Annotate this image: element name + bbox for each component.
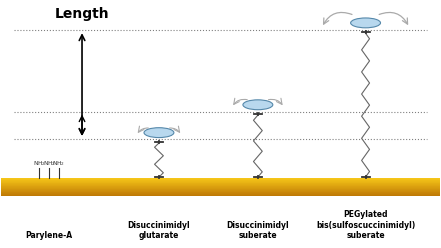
Text: NH$_2$: NH$_2$ — [43, 159, 56, 168]
Text: Parylene-A: Parylene-A — [26, 231, 73, 240]
Text: NH$_2$: NH$_2$ — [52, 159, 65, 168]
Bar — [1, 181, 440, 182]
Bar — [1, 190, 440, 191]
Bar — [1, 178, 440, 179]
Bar — [1, 182, 440, 183]
Text: Disuccinimidyl
suberate: Disuccinimidyl suberate — [227, 220, 289, 240]
Ellipse shape — [351, 18, 381, 28]
Bar — [1, 192, 440, 193]
Ellipse shape — [144, 128, 174, 138]
Bar — [1, 191, 440, 192]
Ellipse shape — [243, 100, 273, 110]
Bar — [1, 186, 440, 187]
Bar — [1, 179, 440, 180]
Bar — [1, 187, 440, 188]
Bar — [1, 185, 440, 186]
Bar — [1, 189, 440, 190]
Bar — [1, 184, 440, 185]
Bar — [1, 183, 440, 184]
Text: Disuccinimidyl
glutarate: Disuccinimidyl glutarate — [127, 220, 190, 240]
Text: PEGylated
bis(sulfoscuccinimidyl)
suberate: PEGylated bis(sulfoscuccinimidyl) subera… — [316, 210, 415, 240]
Bar — [1, 180, 440, 181]
Bar — [1, 188, 440, 189]
Bar — [1, 194, 440, 195]
Text: NH$_2$: NH$_2$ — [33, 159, 46, 168]
Bar — [1, 193, 440, 194]
Text: Length: Length — [55, 7, 109, 21]
